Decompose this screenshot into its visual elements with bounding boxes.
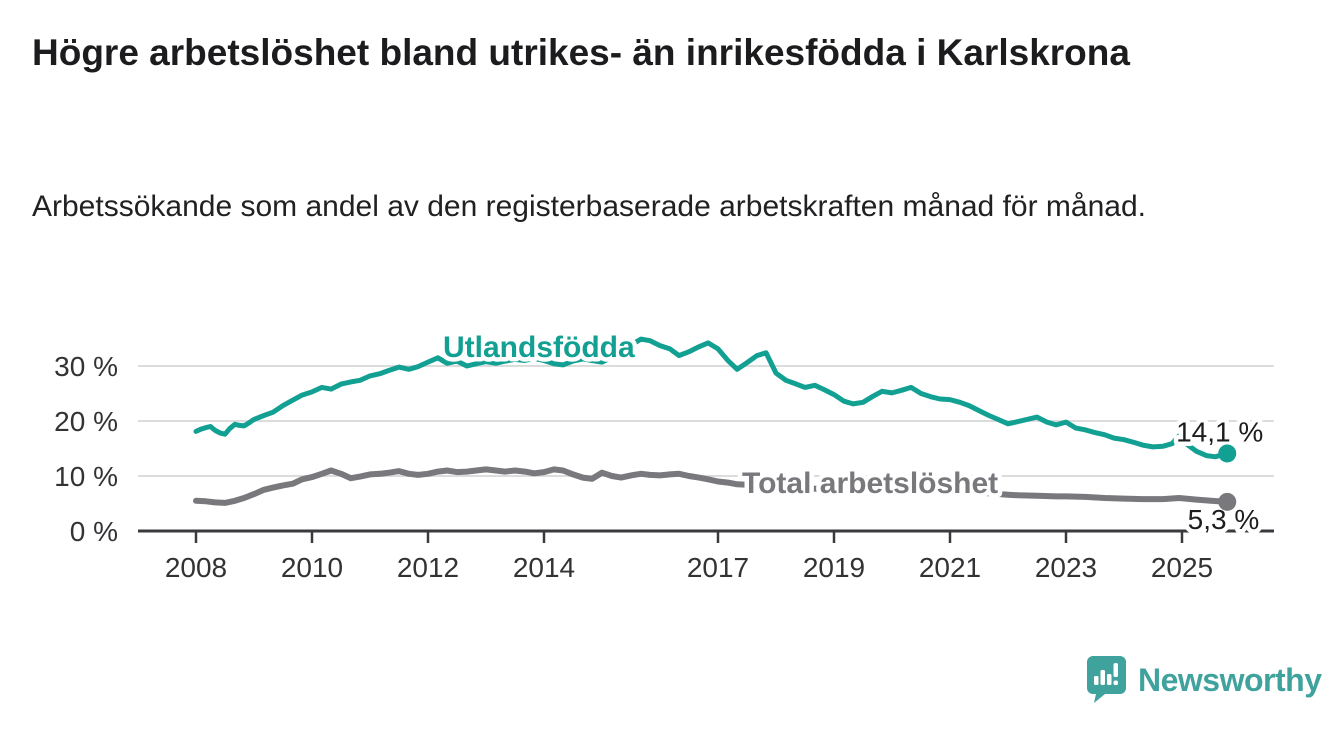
end-label-utlandsfodda: 14,1 % bbox=[1176, 416, 1263, 447]
series-line-utlandsfodda bbox=[193, 336, 1230, 460]
y-axis-label-30: 30 % bbox=[54, 351, 118, 382]
chart-subtitle: Arbetssökande som andel av den registerb… bbox=[32, 190, 1146, 223]
x-axis-label-2023: 2023 bbox=[1035, 552, 1097, 583]
y-axis-label-0: 0 % bbox=[70, 516, 118, 547]
chart-title: Högre arbetslöshet bland utrikes- än inr… bbox=[32, 32, 1130, 73]
x-axis-label-2021: 2021 bbox=[919, 552, 981, 583]
series-line-total bbox=[193, 466, 1231, 506]
end-dot-total bbox=[1218, 492, 1237, 511]
x-axis-label-2014: 2014 bbox=[513, 552, 575, 583]
series-label-total: Total arbetslöshet bbox=[742, 467, 998, 500]
y-axis-label-10: 10 % bbox=[54, 461, 118, 492]
newsworthy-logo: Newsworthy bbox=[1086, 655, 1322, 705]
end-dot-utlandsfodda bbox=[1218, 444, 1237, 463]
x-axis-label-2008: 2008 bbox=[165, 552, 227, 583]
x-axis-label-2012: 2012 bbox=[397, 552, 459, 583]
x-axis-label-2017: 2017 bbox=[687, 552, 749, 583]
x-axis-label-2025: 2025 bbox=[1151, 552, 1213, 583]
newsworthy-speech-bubble-chart-icon bbox=[1087, 656, 1126, 703]
y-axis-label-20: 20 % bbox=[54, 406, 118, 437]
series-label-utlandsfodda: Utlandsfödda bbox=[443, 331, 635, 364]
x-axis-label-2019: 2019 bbox=[803, 552, 865, 583]
newsworthy-wordmark: Newsworthy bbox=[1138, 661, 1322, 698]
x-axis-label-2010: 2010 bbox=[281, 552, 343, 583]
